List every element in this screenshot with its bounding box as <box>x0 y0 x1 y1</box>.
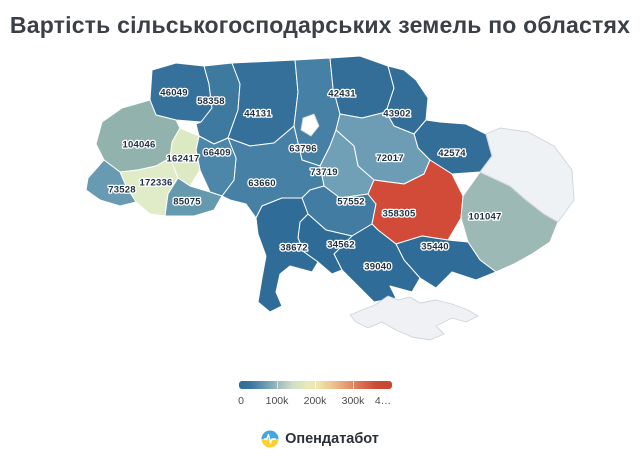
label-zakarpattia: 73528 <box>108 185 135 196</box>
label-ivano-frankivsk: 172336 <box>140 178 173 189</box>
label-mykolaiv: 34562 <box>327 240 354 251</box>
label-volyn: 46049 <box>160 88 187 99</box>
label-chernihiv: 42431 <box>328 89 356 100</box>
label-kyiv-oblast: 63796 <box>289 144 316 155</box>
label-cherkasy: 73719 <box>310 167 337 178</box>
legend-divider <box>353 381 354 389</box>
region-zakarpattia[interactable] <box>85 159 137 207</box>
legend-tick-200k: 200k <box>303 395 327 407</box>
label-donetsk: 101047 <box>469 212 502 223</box>
label-vinnytsia: 63660 <box>248 178 275 189</box>
label-zaporizhzhia: 35440 <box>421 242 448 253</box>
footer-brand[interactable]: Опендатабот <box>0 430 640 448</box>
region-kherson[interactable] <box>333 223 421 303</box>
label-kharkiv: 42574 <box>438 148 466 159</box>
label-lviv: 104046 <box>123 140 156 151</box>
legend-tick-300k: 300k <box>341 395 365 407</box>
label-odesa: 38672 <box>280 243 307 254</box>
label-kherson: 39040 <box>364 262 391 273</box>
legend-divider <box>315 381 316 389</box>
region-luhansk[interactable] <box>479 127 575 223</box>
page-title: Вартість сільськогосподарських земель по… <box>9 12 631 38</box>
label-sumy: 43902 <box>383 109 410 120</box>
label-rivne: 58358 <box>197 96 224 107</box>
label-dnipropetrovsk: 358305 <box>383 209 416 220</box>
region-crimea[interactable] <box>349 295 479 341</box>
label-zhytomyr: 44131 <box>244 109 272 120</box>
label-khmelnytskyi: 66409 <box>203 148 230 159</box>
label-kirovohrad: 57552 <box>337 197 364 208</box>
legend-tick-0: 0 <box>238 395 244 407</box>
brand-name: Опендатабот <box>285 431 379 447</box>
region-chernivtsi[interactable] <box>164 177 223 217</box>
label-poltava: 72017 <box>376 153 403 164</box>
region-kyiv-city[interactable] <box>300 113 320 137</box>
legend-tick-100k: 100k <box>265 395 289 407</box>
label-chernivtsi: 85075 <box>173 197 201 208</box>
label-ternopil: 162417 <box>167 154 200 165</box>
legend-divider <box>277 381 278 389</box>
opendatabot-logo-icon <box>261 430 279 448</box>
legend-tick-400k: 4… <box>374 395 392 407</box>
region-odesa[interactable] <box>255 197 319 313</box>
